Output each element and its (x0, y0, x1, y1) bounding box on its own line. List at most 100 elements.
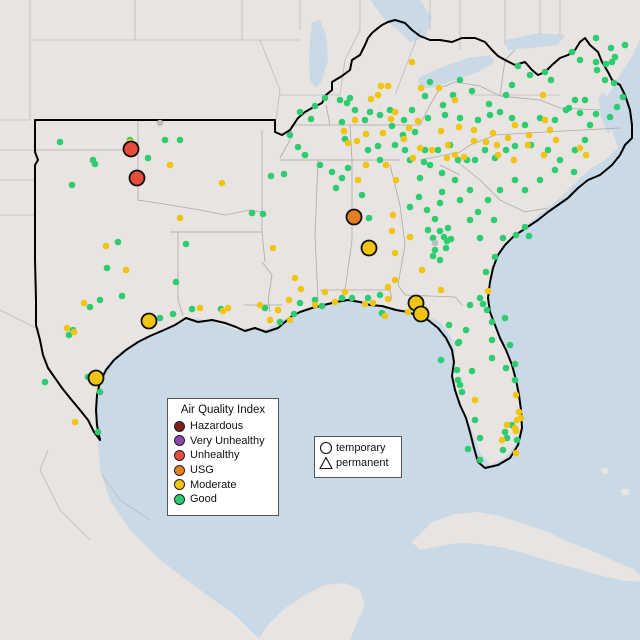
station-good-triangle[interactable] (454, 376, 462, 384)
station-good-triangle[interactable] (479, 300, 487, 308)
station-moderate-triangle[interactable] (311, 301, 319, 309)
station-good-triangle[interactable] (431, 246, 439, 254)
station-moderate-triangle[interactable] (498, 436, 506, 444)
station-good-triangle[interactable] (482, 268, 490, 276)
station-moderate-triangle[interactable] (541, 116, 549, 124)
station-moderate-triangle[interactable] (405, 124, 413, 132)
station-good-triangle[interactable] (468, 367, 476, 375)
station-good-triangle[interactable] (454, 156, 462, 164)
station-moderate-triangle[interactable] (406, 233, 414, 241)
station-good-triangle[interactable] (436, 227, 444, 235)
station-good-triangle[interactable] (416, 174, 424, 182)
station-good-triangle[interactable] (358, 191, 366, 199)
station-good-triangle[interactable] (114, 238, 122, 246)
station-moderate-triangle[interactable] (511, 121, 519, 129)
station-good-triangle[interactable] (593, 66, 601, 74)
station-good-triangle[interactable] (499, 234, 507, 242)
station-good-triangle[interactable] (400, 116, 408, 124)
station-moderate-triangle[interactable] (512, 391, 520, 399)
station-moderate-temporary[interactable] (140, 312, 158, 330)
station-good-triangle[interactable] (156, 314, 164, 322)
station-good-triangle[interactable] (311, 102, 319, 110)
station-moderate-triangle[interactable] (374, 91, 382, 99)
station-good-triangle[interactable] (586, 121, 594, 129)
station-moderate-triangle[interactable] (451, 151, 459, 159)
station-good-triangle[interactable] (581, 96, 589, 104)
station-good-triangle[interactable] (68, 181, 76, 189)
station-moderate-triangle[interactable] (331, 298, 339, 306)
station-good-triangle[interactable] (601, 76, 609, 84)
station-good-triangle[interactable] (486, 111, 494, 119)
station-moderate-triangle[interactable] (435, 84, 443, 92)
station-good-triangle[interactable] (411, 128, 419, 136)
station-good-triangle[interactable] (456, 381, 464, 389)
station-good-triangle[interactable] (606, 113, 614, 121)
station-moderate-triangle[interactable] (540, 151, 548, 159)
station-moderate-triangle[interactable] (256, 301, 264, 309)
station-moderate-triangle[interactable] (344, 139, 352, 147)
station-moderate-triangle[interactable] (266, 316, 274, 324)
station-moderate-triangle[interactable] (414, 117, 422, 125)
station-moderate-triangle[interactable] (384, 295, 392, 303)
station-moderate-triangle[interactable] (269, 244, 277, 252)
station-good-triangle[interactable] (351, 106, 359, 114)
station-moderate-triangle[interactable] (196, 304, 204, 312)
station-moderate-triangle[interactable] (381, 312, 389, 320)
station-good-triangle[interactable] (431, 215, 439, 223)
station-good-triangle[interactable] (406, 203, 414, 211)
station-good-triangle[interactable] (290, 310, 298, 318)
station-good-triangle[interactable] (338, 174, 346, 182)
station-moderate-triangle[interactable] (482, 138, 490, 146)
station-moderate-triangle[interactable] (384, 283, 392, 291)
station-good-triangle[interactable] (169, 310, 177, 318)
station-good-triangle[interactable] (420, 158, 428, 166)
station-moderate-triangle[interactable] (455, 123, 463, 131)
station-good-triangle[interactable] (611, 53, 619, 61)
station-good-triangle[interactable] (376, 111, 384, 119)
station-good-triangle[interactable] (344, 164, 352, 172)
station-good-triangle[interactable] (316, 161, 324, 169)
station-good-triangle[interactable] (86, 303, 94, 311)
station-moderate-triangle[interactable] (552, 136, 560, 144)
station-good-triangle[interactable] (172, 278, 180, 286)
station-good-triangle[interactable] (610, 79, 618, 87)
station-moderate-triangle[interactable] (224, 304, 232, 312)
station-good-triangle[interactable] (592, 58, 600, 66)
station-unhealthy-temporary[interactable] (122, 140, 140, 158)
station-good-triangle[interactable] (364, 294, 372, 302)
station-moderate-triangle[interactable] (546, 126, 554, 134)
station-good-triangle[interactable] (294, 143, 302, 151)
station-good-triangle[interactable] (506, 341, 514, 349)
station-good-triangle[interactable] (488, 354, 496, 362)
station-good-triangle[interactable] (576, 56, 584, 64)
station-good-triangle[interactable] (56, 138, 64, 146)
station-good-triangle[interactable] (361, 116, 369, 124)
station-good-triangle[interactable] (343, 99, 351, 107)
station-moderate-triangle[interactable] (470, 126, 478, 134)
station-good-triangle[interactable] (501, 314, 509, 322)
station-usg-temporary[interactable] (345, 208, 363, 226)
station-moderate-triangle[interactable] (102, 242, 110, 250)
station-moderate-triangle[interactable] (417, 84, 425, 92)
station-good-triangle[interactable] (619, 93, 627, 101)
station-good-triangle[interactable] (386, 106, 394, 114)
station-good-triangle[interactable] (423, 206, 431, 214)
station-moderate-triangle[interactable] (353, 137, 361, 145)
station-good-triangle[interactable] (484, 196, 492, 204)
station-moderate-triangle[interactable] (70, 328, 78, 336)
station-good-triangle[interactable] (374, 142, 382, 150)
station-moderate-triangle[interactable] (362, 161, 370, 169)
station-good-triangle[interactable] (568, 48, 576, 56)
station-moderate-triangle[interactable] (80, 299, 88, 307)
station-good-triangle[interactable] (576, 109, 584, 117)
station-moderate-triangle[interactable] (391, 249, 399, 257)
station-moderate-triangle[interactable] (361, 300, 369, 308)
station-moderate-triangle[interactable] (418, 266, 426, 274)
station-good-triangle[interactable] (408, 106, 416, 114)
station-good-triangle[interactable] (301, 151, 309, 159)
station-good-triangle[interactable] (512, 231, 520, 239)
station-good-triangle[interactable] (439, 101, 447, 109)
station-good-triangle[interactable] (502, 146, 510, 154)
station-moderate-triangle[interactable] (321, 288, 329, 296)
